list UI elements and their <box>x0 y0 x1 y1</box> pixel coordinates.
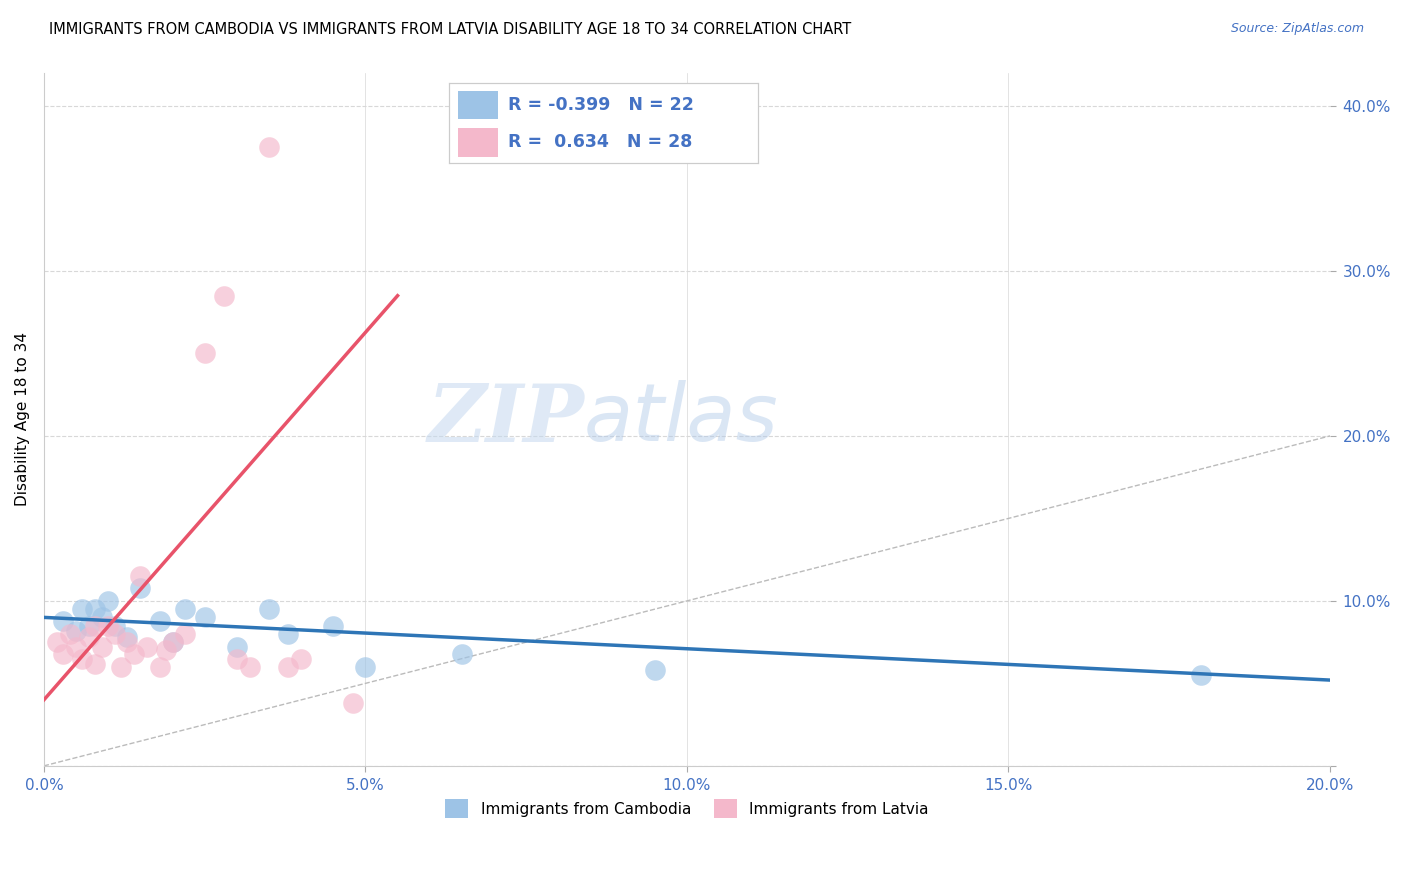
Point <box>354 660 377 674</box>
Point <box>257 602 280 616</box>
Point <box>135 640 157 654</box>
Text: IMMIGRANTS FROM CAMBODIA VS IMMIGRANTS FROM LATVIA DISABILITY AGE 18 TO 34 CORRE: IMMIGRANTS FROM CAMBODIA VS IMMIGRANTS F… <box>49 22 852 37</box>
Point <box>194 610 217 624</box>
Point <box>84 602 107 616</box>
Point <box>110 660 132 674</box>
Point <box>290 651 312 665</box>
Point <box>52 614 75 628</box>
Point <box>52 647 75 661</box>
Point <box>239 660 262 674</box>
Point <box>97 618 120 632</box>
Point <box>117 630 139 644</box>
Point <box>117 635 139 649</box>
Point <box>129 581 152 595</box>
Point <box>72 651 94 665</box>
Point <box>77 630 100 644</box>
Point <box>84 657 107 671</box>
Point <box>129 569 152 583</box>
Text: ZIP: ZIP <box>427 381 583 458</box>
Text: atlas: atlas <box>583 380 779 458</box>
Point <box>1189 668 1212 682</box>
Point <box>225 651 247 665</box>
Point <box>451 647 474 661</box>
Point <box>277 627 299 641</box>
Y-axis label: Disability Age 18 to 34: Disability Age 18 to 34 <box>15 333 30 507</box>
Point <box>194 346 217 360</box>
Point <box>644 663 666 677</box>
Point <box>84 618 107 632</box>
Point <box>45 635 67 649</box>
Text: Source: ZipAtlas.com: Source: ZipAtlas.com <box>1230 22 1364 36</box>
Point <box>174 627 197 641</box>
Point <box>174 602 197 616</box>
Point <box>149 660 172 674</box>
Point <box>65 640 87 654</box>
Point <box>277 660 299 674</box>
Point <box>77 618 100 632</box>
Point <box>122 647 145 661</box>
Point <box>322 618 344 632</box>
Point <box>90 610 112 624</box>
Point <box>212 288 235 302</box>
Point <box>155 643 177 657</box>
Point <box>149 614 172 628</box>
Point <box>59 627 82 641</box>
Point <box>162 635 184 649</box>
Point <box>65 624 87 638</box>
Point <box>72 602 94 616</box>
Point <box>90 640 112 654</box>
Point <box>97 594 120 608</box>
Point <box>342 696 364 710</box>
Point <box>162 635 184 649</box>
Point <box>104 627 127 641</box>
Legend: Immigrants from Cambodia, Immigrants from Latvia: Immigrants from Cambodia, Immigrants fro… <box>439 793 935 824</box>
Point <box>104 618 127 632</box>
Point <box>225 640 247 654</box>
Point <box>257 140 280 154</box>
